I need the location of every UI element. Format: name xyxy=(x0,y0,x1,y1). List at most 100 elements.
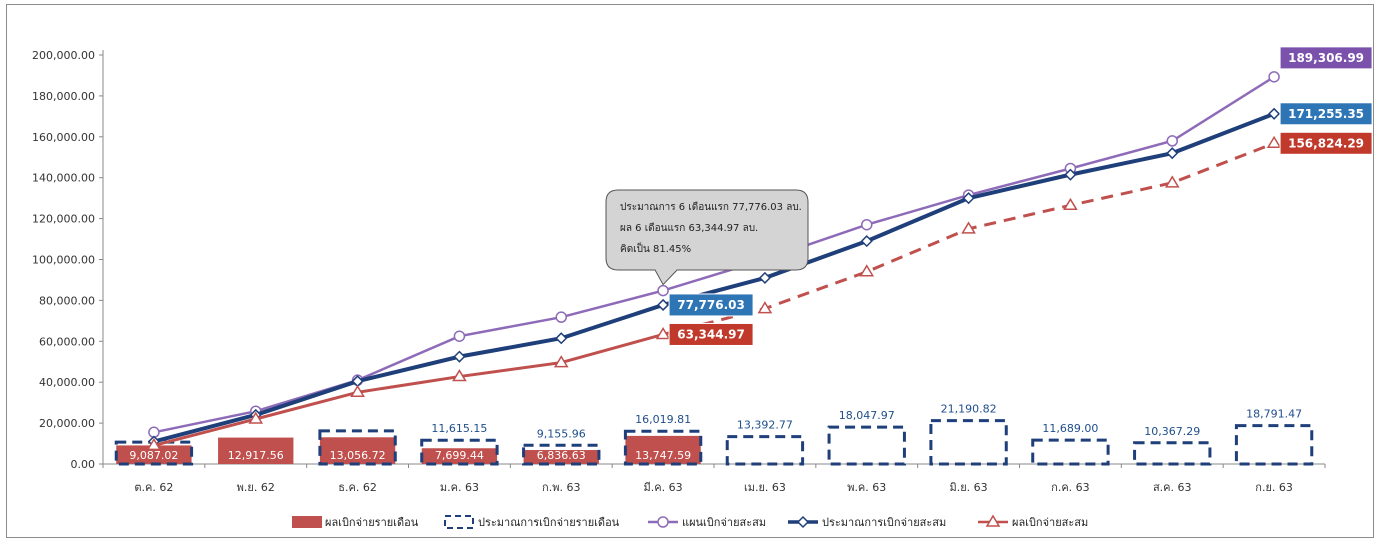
point-label-box xyxy=(668,322,754,346)
y-tick-label: 20,000.00 xyxy=(39,417,95,430)
legend-item: ประมาณการเบิกจ่ายรายเดือน xyxy=(444,515,620,529)
point-label-box xyxy=(668,293,754,317)
bar-data-label: 12,917.56 xyxy=(228,449,284,462)
bar-data-label: 7,699.44 xyxy=(435,449,484,462)
point-label-text: 189,306.99 xyxy=(1288,51,1364,65)
line-point-triangle xyxy=(1063,197,1078,211)
y-tick-label: 40,000.00 xyxy=(39,376,95,389)
point-label: 189,306.99 xyxy=(1279,46,1373,70)
line-point-triangle xyxy=(248,411,264,424)
y-tick-label: 0.00 xyxy=(71,458,96,471)
point-label: 63,344.97 xyxy=(668,322,754,346)
axes: 0.00 20,000.00 40,000.00 60,000.00 80,000.00… xyxy=(32,49,1326,494)
bar-actual xyxy=(421,448,498,464)
line-point-triangle xyxy=(553,355,569,368)
x-tick-label: ก.ย. 63 xyxy=(1255,481,1293,494)
x-tick-label: มี.ค. 63 xyxy=(644,481,683,494)
bar-data-label: 18,047.97 xyxy=(839,409,895,422)
bar-data-label: 16,019.81 xyxy=(635,413,691,426)
line-point-diamond xyxy=(1166,147,1179,160)
point-label-text: 171,255.35 xyxy=(1288,107,1364,121)
x-tick-label: พ.ค. 63 xyxy=(847,481,886,494)
callout-line-1: ประมาณการ 6 เดือนแรก 77,776.03 ลบ. xyxy=(620,201,802,213)
line-point-circle xyxy=(657,284,669,297)
legend-item: ผลเบิกจ่ายสะสม xyxy=(978,514,1088,529)
line-point-triangle xyxy=(757,301,773,314)
x-tick-label: ธ.ค. 62 xyxy=(338,481,377,494)
line-point-triangle xyxy=(1164,175,1180,188)
bar-data-label: 11,689.00 xyxy=(1042,422,1098,435)
line-point-diamond xyxy=(860,235,873,248)
x-tick-label: ก.ค. 63 xyxy=(1051,481,1090,494)
x-tick-label: เม.ย. 63 xyxy=(744,481,786,494)
bar-data-label: 13,056.72 xyxy=(330,449,386,462)
legend-label: ประมาณการเบิกจ่ายสะสม xyxy=(822,516,946,529)
point-label-text: 156,824.29 xyxy=(1288,136,1364,150)
bar-estimate xyxy=(623,429,703,466)
line-point-triangle xyxy=(350,384,365,398)
bar-actual xyxy=(116,445,192,464)
x-tick-label: ก.พ. 63 xyxy=(542,481,580,494)
bar-data-label: 13,747.59 xyxy=(635,449,691,462)
x-tick-label: ต.ค. 62 xyxy=(134,481,173,494)
line-point-circle xyxy=(453,330,466,342)
point-label: 156,824.29 xyxy=(1279,131,1373,155)
line-point-diamond xyxy=(962,192,975,205)
y-tick-label: 100,000.00 xyxy=(32,254,95,267)
bar-actual xyxy=(625,435,701,464)
bar-data-label: 13,392.77 xyxy=(737,419,793,432)
bar-estimate xyxy=(725,435,805,466)
point-label: 77,776.03 xyxy=(668,293,754,317)
bar-estimate xyxy=(1234,424,1314,466)
point-label-box xyxy=(1279,102,1373,126)
x-tick-label: ส.ค. 63 xyxy=(1153,481,1192,494)
point-label-text: 77,776.03 xyxy=(677,298,745,312)
line-point-circle xyxy=(1166,135,1178,147)
line-point-diamond xyxy=(1268,107,1281,120)
line-estimate-cumulative xyxy=(153,111,1275,444)
y-tick-label: 80,000.00 xyxy=(39,294,95,307)
callout-box: ประมาณการ 6 เดือนแรก 77,776.03 ลบ. ผล 6 … xyxy=(605,189,809,286)
line-point-triangle xyxy=(655,327,671,340)
legend: ผลเบิกจ่ายรายเดือน ประมาณการเบิกจ่ายรายเด… xyxy=(292,514,1088,529)
bar-estimate xyxy=(522,443,601,466)
legend-label: ประมาณการเบิกจ่ายรายเดือน xyxy=(478,516,620,529)
point-label-box xyxy=(1279,131,1373,155)
bar-data-label: 18,791.47 xyxy=(1246,408,1302,421)
point-label-box xyxy=(1279,46,1373,70)
y-tick-label: 140,000.00 xyxy=(32,172,95,185)
callout-line-3: คิดเป็น 81.45% xyxy=(620,241,691,255)
bar-data-label: 21,190.82 xyxy=(941,403,997,416)
bar-actual xyxy=(319,437,396,464)
bar-estimate xyxy=(929,419,1008,466)
bars: 9,087.02 12,917.56 13,056.72 7,699.44 6,836.… xyxy=(114,403,1314,466)
legend-label: ผลเบิกจ่ายสะสม xyxy=(1012,516,1088,529)
bar-estimate xyxy=(1031,438,1110,466)
line-point-triangle xyxy=(452,369,467,382)
line-point-circle xyxy=(861,218,873,231)
line-point-circle xyxy=(1268,71,1280,83)
y-tick-label: 180,000.00 xyxy=(32,90,95,103)
legend-swatch xyxy=(292,516,322,528)
legend-label: แผนเบิกจ่ายสะสม xyxy=(682,516,766,529)
bar-estimate xyxy=(1133,441,1212,466)
bar-data-label: 11,615.15 xyxy=(431,422,487,435)
legend-label: ผลเบิกจ่ายรายเดือน xyxy=(325,516,419,529)
point-labels: 77,776.03 63,344.97 189,306.99 171,255.35 15… xyxy=(668,46,1373,346)
bar-data-label: 10,367.29 xyxy=(1144,425,1200,438)
y-tick-label: 120,000.00 xyxy=(32,213,95,226)
bar-data-label: 9,155.96 xyxy=(537,427,586,440)
legend-item: แผนเบิกจ่ายสะสม xyxy=(648,516,766,529)
x-tick-label: ม.ค. 63 xyxy=(440,481,479,494)
legend-item: ผลเบิกจ่ายรายเดือน xyxy=(292,516,419,529)
bar-actual xyxy=(523,450,599,464)
bar-data-label: 9,087.02 xyxy=(129,449,178,462)
callout-shape xyxy=(605,189,809,286)
line-point-diamond xyxy=(758,271,771,284)
line-point-diamond xyxy=(555,332,568,345)
bar-data-label: 6,836.63 xyxy=(537,449,586,462)
line-point-diamond xyxy=(657,298,670,312)
lines xyxy=(146,71,1282,451)
line-point-triangle xyxy=(859,264,875,277)
bar-estimate xyxy=(318,429,397,466)
